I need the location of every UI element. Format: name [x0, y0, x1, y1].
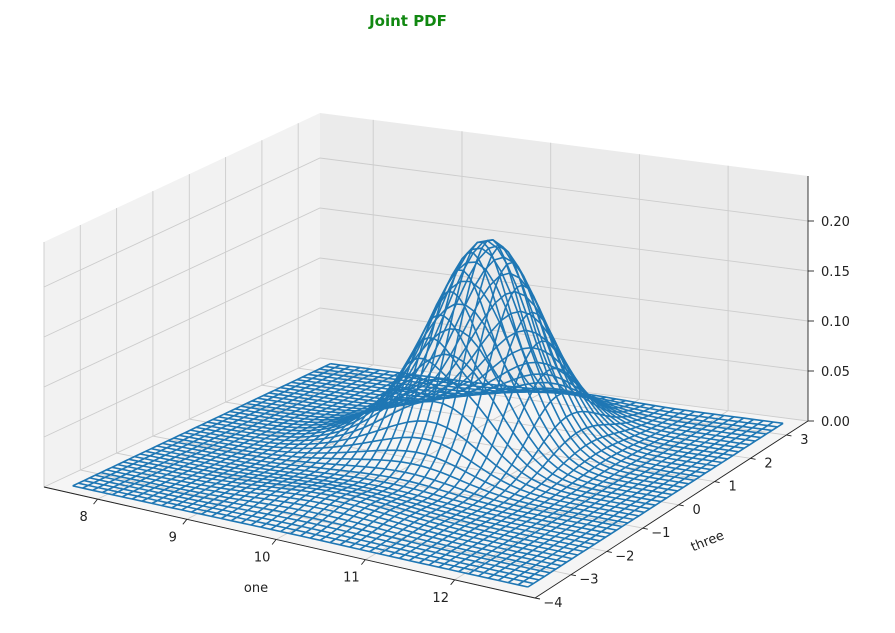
x-tick-label-3: 11 [343, 571, 360, 586]
x-tick-label-1: 9 [169, 530, 177, 545]
y-tick-mark-6 [750, 457, 756, 460]
z-tick-label-0: 0.00 [821, 415, 850, 430]
wire-y-19 [179, 434, 634, 521]
wire-y-31 [246, 239, 701, 478]
wire-y-11 [134, 455, 590, 549]
x-tick-mark-0 [93, 498, 98, 505]
y-tick-mark-2 [606, 550, 612, 553]
wire-y-35 [268, 290, 723, 464]
wire-y-20 [184, 432, 640, 517]
y-axis-label: three [689, 528, 727, 555]
y-tick-label-1: −3 [579, 573, 598, 588]
y-tick-label-2: −2 [615, 549, 634, 564]
wire-y-29 [235, 247, 689, 485]
wire-y-1 [78, 482, 534, 585]
y-tick-label-5: 1 [728, 480, 736, 495]
x-tick-mark-1 [182, 519, 188, 525]
wire-y-13 [145, 450, 601, 542]
wireframe-surface [72, 239, 784, 588]
wire-y-9 [123, 461, 578, 556]
wire-y-4 [95, 474, 551, 574]
wire-y-22 [195, 400, 651, 510]
y-tick-mark-4 [678, 504, 684, 507]
x-axis-line [43, 486, 536, 599]
y-tick-label-0: −4 [543, 596, 562, 611]
x-tick-mark-2 [271, 539, 277, 545]
wire-y-0 [72, 485, 529, 588]
wire-y-17 [167, 439, 623, 528]
chart-title: Joint PDF [368, 12, 447, 30]
wire-y-26 [218, 303, 673, 496]
wire-y-33 [257, 256, 712, 471]
grid-line-z-0 [43, 357, 809, 488]
wire-y-12 [139, 453, 595, 546]
x-tick-label-2: 10 [254, 551, 271, 566]
y-tick-mark-0 [534, 597, 541, 600]
wire-y-3 [89, 477, 545, 578]
wire-y-36 [274, 310, 728, 460]
grid-line-z-4 [43, 157, 809, 288]
x-axis-label: one [244, 581, 268, 596]
wire-y-8 [117, 463, 573, 560]
x-tick-mark-3 [361, 559, 366, 565]
wire-y-43 [313, 370, 767, 435]
wire-y-15 [156, 445, 612, 535]
wire-y-16 [162, 442, 617, 531]
grid-line-z-1 [43, 307, 809, 438]
z-tick-label-3: 0.15 [821, 265, 850, 280]
wire-y-41 [302, 376, 756, 442]
y-tick-mark-1 [570, 574, 577, 577]
y-tick-mark-5 [714, 481, 720, 483]
y-tick-mark-7 [786, 434, 792, 437]
z-tick-label-1: 0.05 [821, 365, 850, 380]
wire-y-18 [173, 437, 628, 524]
wire-y-32 [251, 244, 706, 474]
wire-y-34 [263, 272, 717, 467]
x-tick-label-4: 12 [432, 591, 449, 606]
wire-y-28 [229, 261, 684, 489]
wire-y-10 [128, 458, 584, 553]
left-wall-pane [44, 113, 320, 487]
grid-line-z-2 [43, 257, 809, 388]
grid-line-z-3 [43, 207, 809, 338]
z-tick-label-2: 0.10 [821, 315, 850, 330]
wire-y-46 [330, 362, 784, 425]
y-axis-line [534, 420, 809, 599]
y-tick-label-4: 0 [693, 503, 701, 518]
wire-y-27 [223, 280, 678, 492]
z-tick-label-4: 0.20 [821, 215, 850, 230]
x-tick-label-0: 8 [79, 510, 87, 525]
y-tick-mark-3 [642, 527, 648, 530]
wire-y-5 [100, 471, 556, 570]
y-tick-label-7: 3 [800, 433, 808, 448]
wire-y-6 [106, 469, 562, 567]
y-tick-label-6: 2 [764, 456, 772, 471]
wire-y-14 [151, 447, 606, 538]
wire-y-2 [83, 479, 540, 581]
wire-y-7 [111, 466, 567, 563]
x-tick-mark-4 [450, 579, 456, 586]
wire-y-44 [319, 368, 773, 432]
wire-y-42 [307, 373, 762, 439]
wire-y-21 [190, 420, 645, 514]
wire-y-24 [207, 353, 662, 503]
y-tick-label-3: −1 [651, 526, 670, 541]
wire-y-25 [212, 327, 667, 499]
wire-y-40 [296, 373, 750, 446]
wire-y-23 [201, 377, 656, 506]
